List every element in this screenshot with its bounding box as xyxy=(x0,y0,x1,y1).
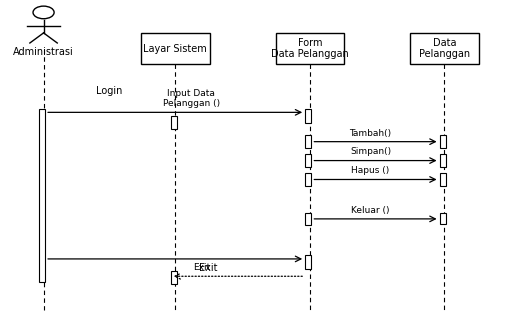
Text: Keluar (): Keluar () xyxy=(351,206,390,215)
Bar xyxy=(39,108,45,282)
Text: Data
Pelanggan: Data Pelanggan xyxy=(419,38,470,59)
Bar xyxy=(305,154,312,167)
Bar xyxy=(141,33,210,65)
Bar xyxy=(305,173,312,186)
Text: Exit: Exit xyxy=(199,263,218,273)
Text: Form
Data Pelanggan: Form Data Pelanggan xyxy=(271,38,349,59)
Text: Hapus (): Hapus () xyxy=(351,166,390,176)
Text: Simpan(): Simpan() xyxy=(350,148,391,156)
Bar xyxy=(410,33,479,65)
Text: Layar Sistem: Layar Sistem xyxy=(144,44,207,54)
Bar xyxy=(305,255,312,269)
Bar xyxy=(305,108,312,123)
Bar xyxy=(439,154,446,167)
Bar xyxy=(439,135,446,148)
Text: Tambah(): Tambah() xyxy=(349,128,392,138)
Text: Exit: Exit xyxy=(193,263,210,272)
Bar xyxy=(305,213,312,225)
Bar xyxy=(305,135,312,148)
Text: Administrasi: Administrasi xyxy=(13,47,74,57)
Bar xyxy=(439,173,446,186)
Text: Login: Login xyxy=(96,86,122,96)
Bar xyxy=(171,116,177,129)
Bar xyxy=(439,213,446,224)
Bar xyxy=(276,33,344,65)
Text: Input Data
Pelanggan (): Input Data Pelanggan () xyxy=(163,89,220,108)
Bar xyxy=(171,271,177,284)
